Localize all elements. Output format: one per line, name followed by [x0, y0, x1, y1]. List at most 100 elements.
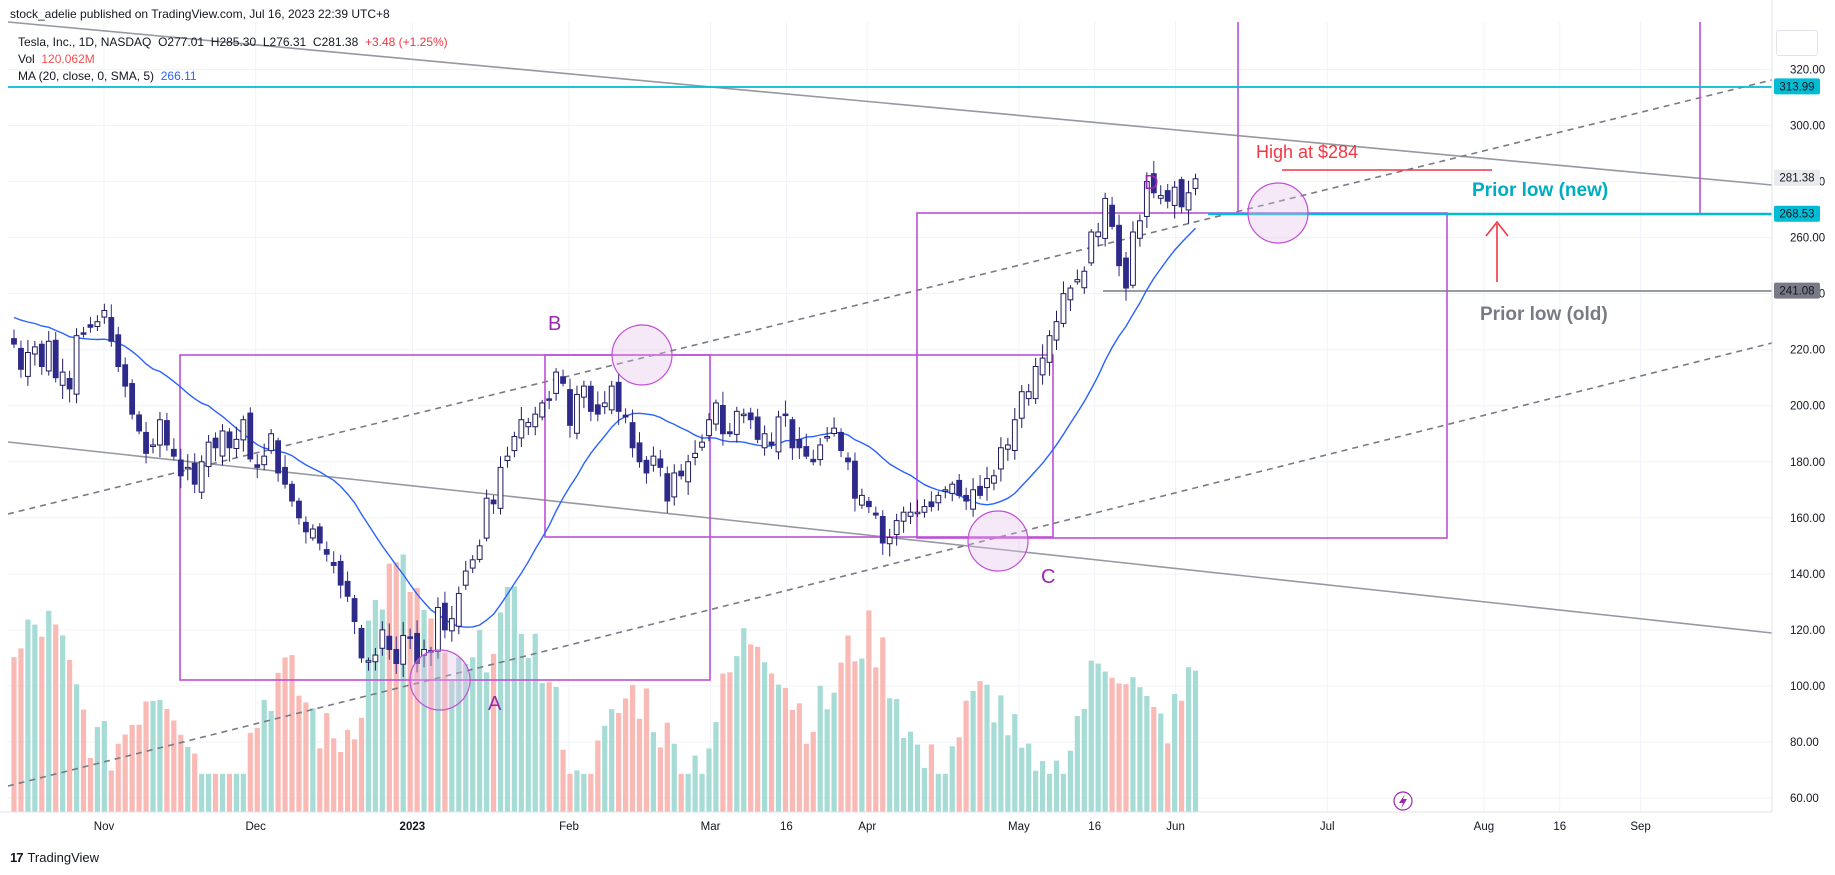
candle — [483, 489, 490, 542]
moving-average-line — [13, 227, 1197, 628]
volume-bar — [25, 619, 31, 812]
volume-bar — [991, 722, 997, 812]
candle — [726, 422, 733, 438]
legend-volume-row[interactable]: Vol 120.062M — [18, 51, 448, 68]
candle — [511, 431, 518, 458]
volume-bar — [581, 773, 587, 812]
candle-body — [462, 570, 469, 586]
candle-body — [817, 444, 824, 461]
price-tick-label: 140.00 — [1790, 569, 1825, 581]
volume-bar — [831, 692, 837, 812]
legend-ma-row[interactable]: MA (20, close, 0, SMA, 5) 266.11 — [18, 68, 448, 85]
candle-body — [998, 447, 1004, 470]
candle — [379, 621, 386, 656]
volume-bar — [67, 659, 73, 812]
volume-bar — [240, 773, 246, 812]
candle-body — [414, 632, 421, 665]
price-label: 313.99 — [1774, 78, 1820, 95]
volume-bar — [129, 724, 135, 812]
candle-body — [108, 317, 115, 342]
candle-body — [740, 413, 747, 417]
candle — [129, 379, 136, 420]
candle — [261, 443, 268, 471]
candle — [1053, 310, 1060, 350]
candle — [1067, 285, 1074, 311]
candle-body — [921, 506, 928, 513]
candle-body — [303, 521, 309, 533]
scale-settings-box[interactable] — [1776, 30, 1818, 56]
volume-bar — [428, 618, 434, 812]
volume-bar — [901, 738, 907, 812]
volume-bar — [171, 720, 177, 812]
volume-bar — [824, 709, 830, 812]
candle — [407, 628, 414, 649]
candle — [560, 369, 566, 387]
candle-body — [581, 385, 587, 398]
candle-body — [650, 455, 657, 466]
candle — [344, 571, 351, 603]
candle-body — [664, 473, 671, 502]
candle-body — [594, 404, 601, 415]
candle — [323, 541, 330, 562]
candle-body — [476, 545, 483, 560]
candle-body — [574, 394, 580, 434]
volume-bar — [400, 554, 406, 812]
candle-body — [11, 338, 17, 345]
volume-bar — [233, 773, 239, 812]
volume-bar — [275, 672, 281, 812]
volume-bar — [268, 710, 274, 812]
candle — [1143, 172, 1150, 228]
candle-body — [608, 385, 615, 411]
candle — [94, 315, 101, 332]
volume-bar — [60, 635, 66, 812]
candle — [497, 456, 504, 515]
candle — [671, 464, 678, 506]
candle — [1171, 180, 1178, 219]
time-tick-label: Jun — [1166, 821, 1185, 833]
candle-body — [261, 455, 268, 466]
candle-body — [525, 422, 532, 428]
chart-drawings[interactable] — [7, 21, 1773, 787]
candle-body — [1185, 192, 1192, 211]
candle — [11, 329, 17, 349]
volume-bar — [1081, 708, 1087, 812]
volume-bar — [247, 732, 253, 812]
candle — [594, 391, 601, 422]
legend-symbol-row[interactable]: Tesla, Inc., 1D, NASDAQ O277.01 H285.30 … — [18, 34, 448, 51]
publisher-line: stock_adelie published on TradingView.co… — [10, 7, 390, 21]
candle — [448, 605, 455, 642]
time-axis[interactable]: Nov Dec 2023 Feb Mar 16 Apr May 16 Jun Jul Aug 16 Sep — [0, 811, 1772, 833]
candle — [1164, 183, 1171, 209]
candle-body — [164, 420, 170, 446]
volume-bar — [692, 755, 698, 812]
volume-bar — [553, 687, 559, 812]
candle — [935, 491, 942, 511]
volume-bar — [115, 743, 121, 812]
candle-body — [518, 419, 525, 439]
circle-c — [967, 510, 1029, 572]
candle — [365, 657, 372, 671]
price-axis[interactable]: 60.00 80.00 100.00 120.00 140.00 160.00 180.00… — [1771, 0, 1825, 812]
volume-bar — [303, 702, 309, 812]
volume-bar — [150, 700, 156, 812]
volume-bar — [796, 703, 802, 812]
volume-bar — [226, 773, 233, 812]
volume-bar — [345, 729, 351, 812]
candle — [330, 551, 337, 574]
candle-body — [657, 458, 664, 468]
volume-bar — [762, 662, 768, 812]
volume-bar — [80, 709, 87, 812]
volume-bar — [164, 708, 170, 812]
volume-bar — [560, 749, 566, 812]
candle — [1074, 269, 1081, 285]
volume-bar — [185, 746, 191, 812]
chart-annotations[interactable]: A B C D High at $284 Prior low (new) Prior low… — [409, 142, 1608, 811]
lightning-bolt — [1399, 794, 1407, 809]
circle-b — [611, 324, 673, 386]
candle — [817, 438, 824, 466]
candle-body — [928, 501, 935, 508]
price-label-bg — [1774, 169, 1820, 186]
volume-bar — [470, 657, 476, 812]
candle-body — [233, 438, 240, 449]
